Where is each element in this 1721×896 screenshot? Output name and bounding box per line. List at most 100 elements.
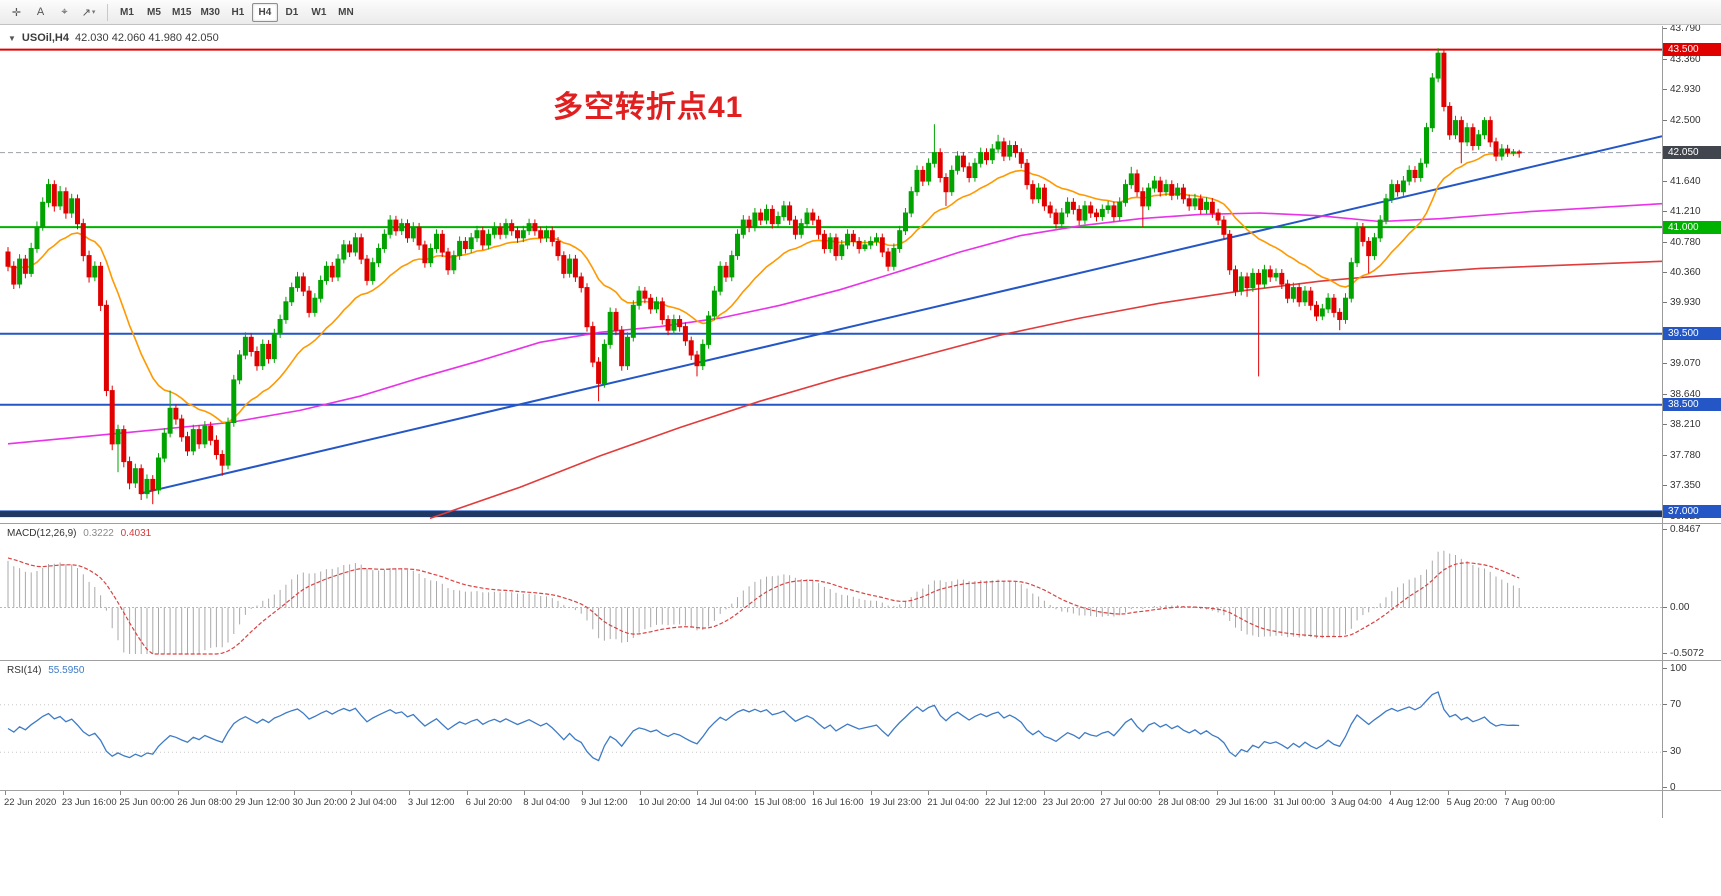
- time-axis-label: 23 Jul 20:00: [1042, 797, 1095, 808]
- time-axis-tick: [812, 791, 814, 795]
- chart-title: ▼ USOil,H4 42.030 42.060 41.980 42.050: [8, 32, 219, 44]
- price-scale-label: 42.930: [1663, 84, 1701, 96]
- time-axis-label: 22 Jul 12:00: [984, 797, 1037, 808]
- timeframe-mn-button[interactable]: MN: [338, 6, 354, 18]
- ma-magenta-line: [7, 202, 1662, 445]
- price-scale-label: 37.780: [1663, 449, 1701, 461]
- symbol-dropdown-icon[interactable]: ▼: [8, 33, 16, 43]
- time-axis-tick: [1216, 791, 1218, 795]
- support-price-tag: 39.500: [1663, 327, 1721, 341]
- time-axis-tick: [1159, 791, 1160, 795]
- price-scale-label: 41.640: [1663, 175, 1701, 187]
- price-scale-label: 42.500: [1663, 114, 1701, 126]
- time-axis-label: 8 Jul 04:00: [523, 797, 570, 808]
- main-chart-panel: ▼ USOil,H4 42.030 42.060 41.980 42.050 多…: [0, 23, 1721, 523]
- candles-layer: [5, 48, 1522, 505]
- toolbar-separator: [107, 3, 108, 21]
- rsi-scale: 100 70 30 0: [1662, 661, 1721, 793]
- price-scale-label: 43.360: [1663, 53, 1701, 65]
- timeframe-m1-button[interactable]: M1: [120, 6, 134, 18]
- time-axis-label: 15 Jul 08:00: [754, 797, 806, 808]
- time-axis-tick: [1447, 791, 1449, 795]
- rsi-value: 55.5950: [48, 665, 85, 676]
- time-axis-tick: [466, 791, 468, 795]
- time-axis-label: 29 Jul 16:00: [1215, 797, 1268, 808]
- time-axis-tick: [235, 791, 237, 795]
- macd-scale-label: -0.5072: [1663, 648, 1704, 659]
- timeframe-d1-button[interactable]: D1: [285, 6, 299, 18]
- time-axis-tick: [1505, 791, 1507, 795]
- time-axis-label: 21 Jul 04:00: [927, 797, 979, 808]
- cursor-tool-button[interactable]: ⌖: [61, 5, 68, 18]
- macd-value-signal: 0.4031: [120, 528, 152, 539]
- time-axis-tick: [524, 791, 526, 795]
- time-axis-tick: [1274, 791, 1276, 795]
- crosshair-tool-button[interactable]: ✛: [11, 6, 22, 19]
- toolbar: ✛ A ⌖ ↗ ▾ M1 M5 M15 M30 H1 H4 D1 W1 MN: [0, 0, 1721, 25]
- rsi-name: RSI(14): [7, 665, 42, 676]
- draw-tools-button[interactable]: ↗ ▾: [81, 6, 96, 19]
- macd-histogram-layer: [7, 550, 1520, 654]
- price-scale-label: 38.210: [1663, 419, 1701, 431]
- time-axis-tick: [985, 791, 987, 795]
- time-axis-label: 23 Jun 16:00: [61, 797, 117, 808]
- time-axis-tick: [178, 791, 180, 795]
- macd-indicator-panel: MACD(12,26,9) 0.3222 0.4031 0.8467 0.00 -0…: [0, 523, 1721, 660]
- time-axis-tick: [928, 791, 930, 795]
- horizontal-lines-layer: [0, 48, 1662, 518]
- time-axis-tick: [62, 791, 64, 795]
- macd-chart[interactable]: [0, 524, 1662, 661]
- rsi-scale-label: 30: [1662, 746, 1682, 758]
- time-axis-tick: [1101, 791, 1103, 795]
- time-axis-label: 7 Aug 00:00: [1504, 797, 1555, 808]
- macd-scale-label: 0.8467: [1663, 524, 1701, 535]
- macd-signal-line: [7, 557, 1520, 655]
- support-price-tag: 37.000: [1663, 504, 1721, 518]
- time-axis-label: 4 Aug 12:00: [1388, 797, 1440, 808]
- main-price-chart[interactable]: [0, 26, 1662, 523]
- time-axis-label: 9 Jul 12:00: [581, 797, 628, 808]
- macd-label: MACD(12,26,9) 0.3222 0.4031: [7, 528, 155, 539]
- time-axis: 22 Jun 2020 23 Jun 16:00 25 Jun 00:00 26 Ju…: [0, 790, 1721, 818]
- price-scale-label: 41.210: [1663, 206, 1701, 218]
- time-axis-label: 10 Jul 20:00: [638, 797, 691, 808]
- time-axis-tick: [639, 791, 641, 795]
- time-axis-label: 30 Jun 20:00: [292, 797, 348, 808]
- rsi-chart[interactable]: [0, 661, 1662, 791]
- ma-orange-line: [7, 152, 1520, 424]
- macd-scale-label: 0.00: [1662, 601, 1690, 613]
- time-axis-tick: [120, 791, 122, 795]
- time-axis-tick: [1332, 791, 1334, 795]
- support-price-tag: 41.000: [1663, 220, 1721, 234]
- time-axis-corner: [1662, 791, 1721, 818]
- rsi-line: [7, 691, 1520, 762]
- time-axis-tick: [1043, 791, 1045, 795]
- time-axis-label: 22 Jun 2020: [4, 797, 57, 808]
- timeframe-h4-button[interactable]: H4: [251, 2, 278, 22]
- time-axis-tick: [351, 791, 353, 795]
- time-axis-label: 14 Jul 04:00: [696, 797, 749, 808]
- macd-scale: 0.8467 0.00 -0.5072: [1662, 524, 1721, 660]
- timeframe-h1-button[interactable]: H1: [231, 6, 245, 18]
- timeframe-m15-button[interactable]: M15: [172, 6, 192, 18]
- text-tool-button[interactable]: A: [36, 6, 45, 18]
- time-axis-tick: [5, 791, 6, 795]
- resistance-price-tag: 43.500: [1663, 43, 1721, 57]
- timeframe-w1-button[interactable]: W1: [311, 6, 327, 18]
- trendline[interactable]: [139, 135, 1662, 495]
- time-axis-label: 28 Jul 08:00: [1158, 797, 1210, 808]
- time-axis-tick: [1389, 791, 1391, 795]
- time-axis-tick: [582, 791, 583, 795]
- price-scale-label: 38.640: [1663, 388, 1701, 400]
- timeframe-m5-button[interactable]: M5: [147, 6, 161, 18]
- timeframe-m30-button[interactable]: M30: [200, 6, 220, 18]
- price-scale-label: 40.780: [1663, 236, 1701, 248]
- time-axis-label: 25 Jun 00:00: [119, 797, 175, 808]
- macd-name: MACD(12,26,9): [7, 528, 77, 539]
- rsi-indicator-panel: RSI(14) 55.5950 100 70 30 0: [0, 660, 1721, 793]
- ma-red-line: [429, 260, 1662, 520]
- price-scale-label: 39.930: [1663, 297, 1701, 309]
- price-scale-label: 43.790: [1663, 23, 1701, 34]
- time-axis-tick: [408, 791, 410, 795]
- rsi-scale-label: 0: [1663, 782, 1676, 793]
